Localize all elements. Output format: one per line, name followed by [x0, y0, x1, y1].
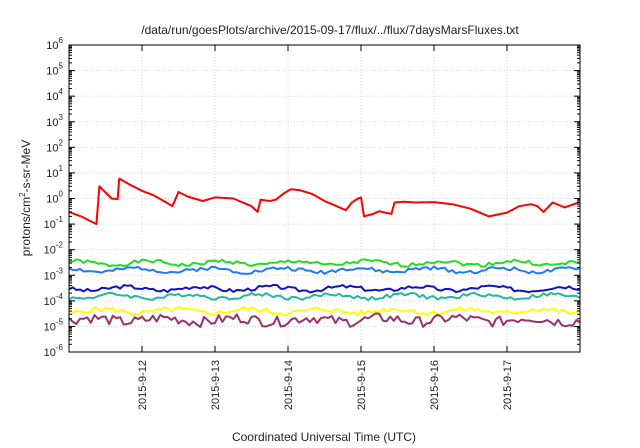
y-tick-label: 103 [46, 113, 63, 129]
series-line-4 [68, 283, 581, 294]
y-axis-label: protons/cm2-s-sr-MeV [18, 140, 33, 256]
x-tick-label: 2015-9-13 [210, 360, 222, 410]
x-tick-label: 2015-9-12 [137, 360, 149, 410]
series-line-2 [68, 258, 581, 268]
series-line-1 [68, 177, 579, 226]
y-tick-label: 106 [46, 36, 63, 52]
y-tick-label: 102 [46, 138, 63, 154]
series-line-3 [68, 265, 581, 275]
y-axis-label-main: protons/cm [19, 197, 33, 256]
series-line-6 [68, 305, 581, 317]
x-axis-label: Coordinated Universal Time (UTC) [232, 430, 416, 444]
y-tick-label: 10-3 [44, 266, 64, 282]
x-tick-label: 2015-9-15 [356, 360, 368, 410]
grid [69, 45, 580, 352]
y-tick-label: 10-1 [44, 215, 64, 231]
y-axis-label-sup: 2 [18, 192, 27, 197]
y-tick-label: 10-2 [44, 241, 64, 257]
y-tick-label: 100 [46, 190, 63, 206]
y-axis: 10-6 10-5 10-4 10-3 10-2 10-1 100 101 102 103 104 1… [44, 36, 580, 359]
y-tick-label: 10-4 [44, 292, 64, 308]
y-tick-label: 10-5 [44, 317, 64, 333]
x-tick-label: 2015-9-17 [502, 360, 514, 410]
y-axis-label-tail: -s-sr-MeV [19, 140, 33, 193]
y-tick-label: 101 [46, 164, 63, 180]
series-group [68, 177, 581, 328]
series-line-7 [68, 312, 581, 328]
y-tick-label: 104 [46, 87, 63, 103]
y-tick-label: 105 [46, 62, 63, 78]
x-tick-label: 2015-9-14 [283, 360, 295, 410]
y-tick-label: 10-6 [44, 343, 64, 359]
series-line-5 [68, 291, 581, 302]
x-axis: 2015-9-12 2015-9-13 2015-9-14 2015-9-15 2015… [137, 45, 514, 410]
x-tick-label: 2015-9-16 [429, 360, 441, 410]
chart-title: /data/run/goesPlots/archive/2015-09-17/f… [141, 23, 519, 37]
